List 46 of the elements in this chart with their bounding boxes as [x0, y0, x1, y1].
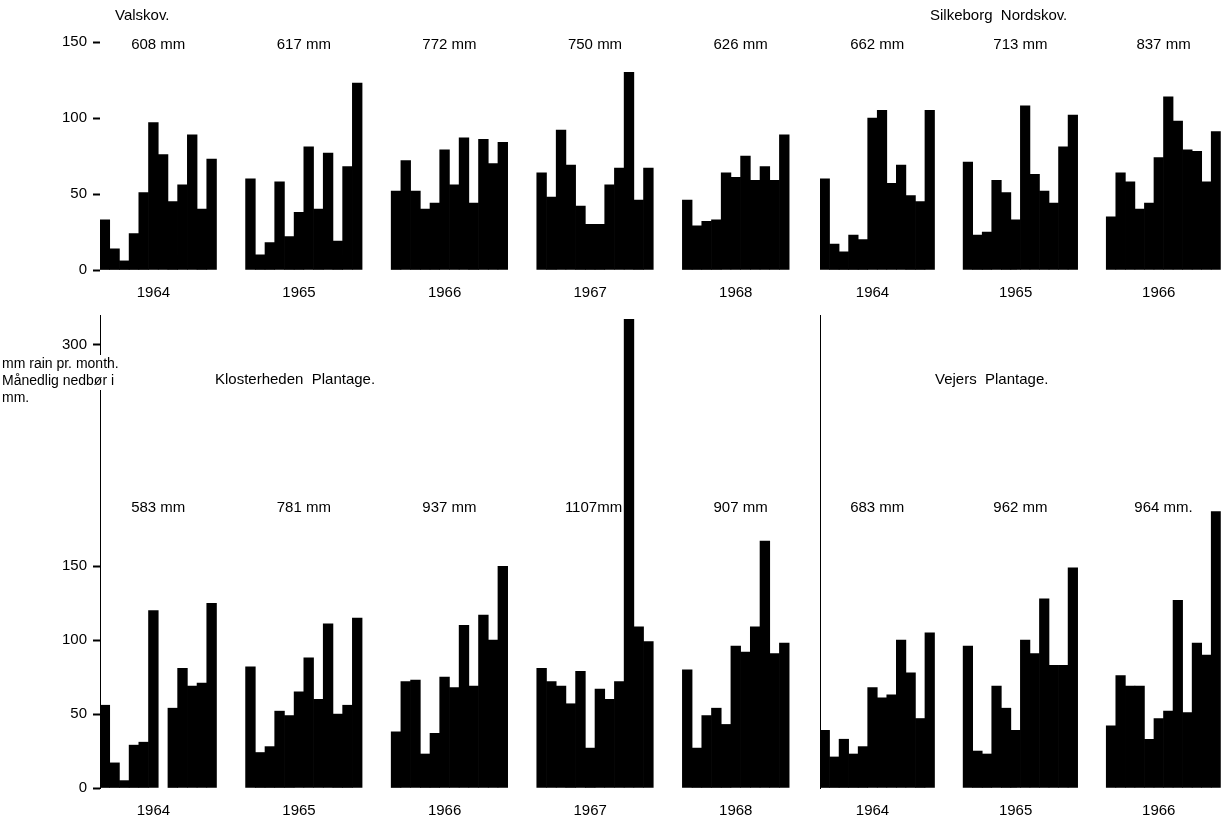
text: Vejers Plantage. — [935, 370, 1049, 388]
annotation: 662 mm — [850, 35, 905, 53]
y-tick-label: 100 — [61, 108, 87, 126]
x-tick-label: 1968 — [719, 801, 753, 819]
x-tick-label: 1966 — [427, 801, 462, 819]
y-tick-label: 50 — [70, 704, 87, 722]
annotation: 772 mm — [422, 35, 477, 53]
x-tick-label: 1965 — [282, 801, 316, 819]
annotation: 750 mm — [567, 35, 623, 53]
annotation: 907 mm — [713, 498, 768, 516]
annotation: 608 mm — [131, 35, 186, 53]
annotation: 683 mm — [850, 498, 905, 516]
annotation: 937 mm — [422, 498, 477, 516]
annotation: 626 mm — [713, 35, 768, 53]
x-tick-label: 1966 — [1142, 283, 1176, 301]
y-tick-label: 0 — [78, 778, 87, 796]
annotation: 1107mm — [564, 498, 623, 516]
annotation: 962 mm — [993, 498, 1048, 516]
y-axis-title: mm rain pr. month. Månedlig nedbør i mm. — [2, 354, 119, 405]
annotation: 617 mm — [276, 35, 331, 53]
x-tick-label: 1966 — [1142, 801, 1176, 819]
x-tick-label: 1964 — [855, 283, 890, 301]
x-tick-label: 1964 — [855, 801, 890, 819]
y-tick-label: 50 — [70, 184, 87, 202]
text: Klosterheden Plantage. — [215, 370, 376, 388]
x-tick-label: 1964 — [136, 801, 171, 819]
chart-title: Valskov. — [115, 6, 170, 24]
annotation: 837 mm — [1136, 35, 1191, 53]
annotation: 781 mm — [276, 498, 331, 516]
y-tick-label: 150 — [61, 32, 87, 50]
x-tick-label: 1966 — [427, 283, 462, 301]
annotation: 713 mm — [993, 35, 1048, 53]
y-tick-label: 150 — [61, 556, 87, 574]
x-tick-label: 1965 — [282, 283, 316, 301]
annotation: 583 mm — [131, 498, 186, 516]
y-tick-label: 300 — [61, 334, 87, 352]
x-tick-label: 1967 — [573, 283, 607, 301]
y-tick-label: 0 — [78, 260, 87, 278]
x-tick-label: 1968 — [719, 283, 753, 301]
annotation: 964 mm. — [1134, 498, 1193, 516]
chart-title: Silkeborg Nordskov. — [930, 6, 1068, 24]
x-tick-label: 1965 — [998, 801, 1033, 819]
x-tick-label: 1965 — [998, 283, 1033, 301]
y-tick-label: 100 — [61, 630, 87, 648]
x-tick-label: 1967 — [573, 801, 607, 819]
x-tick-label: 1964 — [136, 283, 171, 301]
